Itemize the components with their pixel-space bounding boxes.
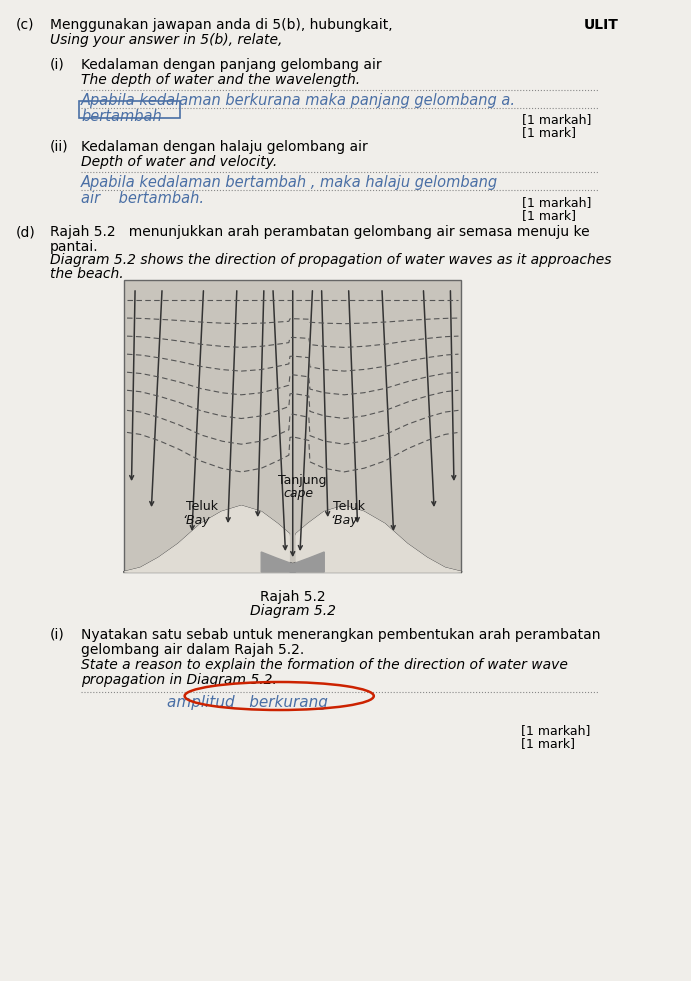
Text: State a reason to explain the formation of the direction of water wave: State a reason to explain the formation …: [81, 658, 568, 672]
Text: Rajah 5.2: Rajah 5.2: [260, 590, 325, 604]
Text: Using your answer in 5(b), relate,: Using your answer in 5(b), relate,: [50, 33, 282, 47]
Text: cape: cape: [284, 487, 314, 500]
Text: Kedalaman dengan halaju gelombang air: Kedalaman dengan halaju gelombang air: [81, 140, 368, 154]
Text: [1 mark]: [1 mark]: [520, 737, 575, 750]
Polygon shape: [124, 506, 289, 572]
Text: Depth of water and velocity.: Depth of water and velocity.: [81, 155, 277, 169]
Text: [1 mark]: [1 mark]: [522, 126, 576, 139]
Text: [1 markah]: [1 markah]: [520, 724, 590, 737]
Text: Teluk: Teluk: [186, 500, 218, 513]
Text: ‘Bay: ‘Bay: [330, 514, 358, 527]
Text: Apabila kedalaman berkurana maka panjang gelombang a.: Apabila kedalaman berkurana maka panjang…: [81, 93, 516, 108]
Text: (i): (i): [50, 58, 64, 72]
Text: [1 markah]: [1 markah]: [522, 113, 591, 126]
Text: the beach.: the beach.: [50, 267, 123, 281]
Text: Teluk: Teluk: [333, 500, 366, 513]
Text: gelombang air dalam Rajah 5.2.: gelombang air dalam Rajah 5.2.: [81, 643, 304, 657]
Text: Nyatakan satu sebab untuk menerangkan pembentukan arah perambatan: Nyatakan satu sebab untuk menerangkan pe…: [81, 628, 600, 642]
Text: bertambah: bertambah: [81, 109, 162, 124]
Bar: [124, 280, 461, 572]
Text: Rajah 5.2   menunjukkan arah perambatan gelombang air semasa menuju ke: Rajah 5.2 menunjukkan arah perambatan ge…: [50, 225, 589, 239]
Polygon shape: [261, 552, 324, 572]
Text: (c): (c): [16, 18, 35, 32]
Polygon shape: [124, 506, 461, 572]
Text: Menggunakan jawapan anda di 5(b), hubungkait,: Menggunakan jawapan anda di 5(b), hubung…: [50, 18, 392, 32]
Text: Apabila kedalaman bertambah , maka halaju gelombang: Apabila kedalaman bertambah , maka halaj…: [81, 175, 498, 190]
Text: Diagram 5.2: Diagram 5.2: [249, 604, 336, 618]
Text: pantai.: pantai.: [50, 240, 98, 254]
Text: propagation in Diagram 5.2.: propagation in Diagram 5.2.: [81, 673, 277, 687]
Text: Tanjung: Tanjung: [278, 474, 327, 487]
Text: (ii): (ii): [50, 140, 68, 154]
Text: air    bertambah.: air bertambah.: [81, 191, 204, 206]
Text: [1 markah]: [1 markah]: [522, 196, 591, 209]
Polygon shape: [296, 506, 461, 572]
Text: (d): (d): [16, 225, 36, 239]
Text: Kedalaman dengan panjang gelombang air: Kedalaman dengan panjang gelombang air: [81, 58, 381, 72]
Text: amplitud   berkurang: amplitud berkurang: [167, 695, 328, 710]
Text: ‘Bay: ‘Bay: [183, 514, 211, 527]
Text: The depth of water and the wavelength.: The depth of water and the wavelength.: [81, 73, 360, 87]
Text: ULIT: ULIT: [584, 18, 618, 32]
Text: Diagram 5.2 shows the direction of propagation of water waves as it approaches: Diagram 5.2 shows the direction of propa…: [50, 253, 611, 267]
Text: (i): (i): [50, 628, 64, 642]
Text: [1 mark]: [1 mark]: [522, 209, 576, 222]
